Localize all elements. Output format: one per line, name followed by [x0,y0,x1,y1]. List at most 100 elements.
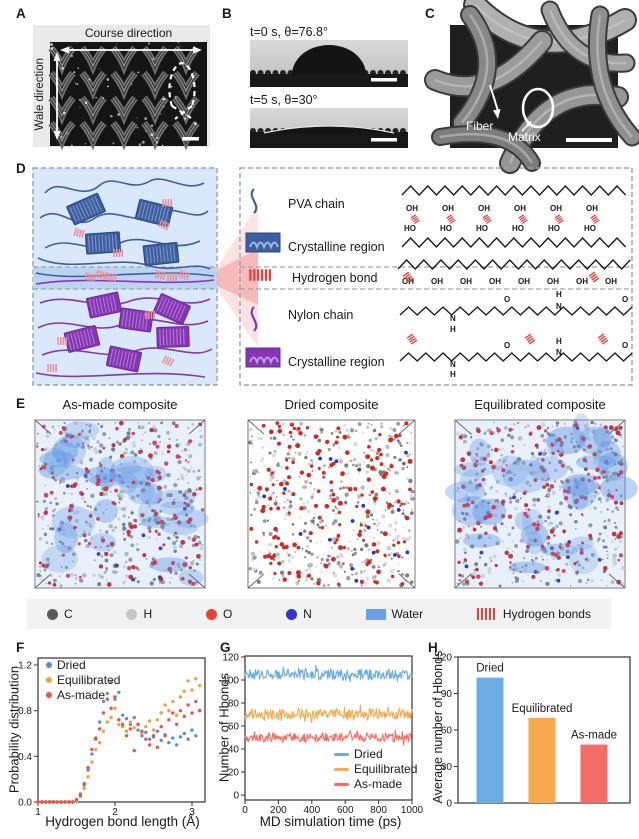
scale-bar [371,78,397,82]
water-droplet [292,45,366,75]
legend-dot-icon [46,662,52,668]
svg-text:OH: OH [576,277,588,286]
g-legend-item-as-made: As-made [334,777,417,791]
bar-equilibrated [528,717,556,803]
matrix-label: Matrix [508,130,541,144]
atom-legend: C H O N Water Hydrogen bonds [27,599,611,629]
svg-text:H: H [556,337,562,346]
line-chart-hbonds-time: 0 200 400 600 800 1000 0 20 40 60 80 100 120 [222,653,424,817]
droplet-photo-5s [250,108,408,148]
loop-outline [168,61,196,120]
legend-label: As-made [354,777,403,791]
knit-micrograph [48,41,207,151]
svg-text:HO: HO [512,224,524,233]
legend-nylon-chain: Nylon chain [288,308,354,322]
svg-text:120: 120 [222,653,239,664]
svg-text:30: 30 [441,762,453,773]
svg-text:40: 40 [228,745,240,756]
svg-text:OH: OH [460,277,472,286]
panel-label-d: D [16,161,26,176]
svg-text:0: 0 [233,791,239,802]
legend-dot-icon [46,692,52,698]
panel-label-a: A [16,6,26,21]
atom-legend-item-n: N [286,607,312,621]
atom-legend-item-hydrogen-bonds: Hydrogen bonds [476,607,591,621]
svg-text:200: 200 [270,805,287,816]
svg-text:2: 2 [112,807,118,818]
course-direction-label: Course direction [84,26,173,40]
scale-bar [566,138,612,142]
atom-legend-label: Hydrogen bonds [502,607,591,621]
bar-label: Dried [476,663,503,675]
e-title-dried: Dried composite [284,397,379,412]
g-ylabel: Number of Hbonds [216,672,232,783]
atom-legend-label: O [222,607,233,621]
atom-legend-label: Water [391,607,424,621]
svg-text:OH: OH [489,277,501,286]
atom-legend-item-c: C [47,607,73,621]
svg-text:HO: HO [548,224,560,233]
svg-text:90: 90 [441,689,453,700]
fiber-arrow [489,84,499,112]
atom-legend-label: C [64,607,73,621]
atom-legend-item-water: Water [365,607,424,621]
legend-label: Dried [57,658,86,672]
f-legend-item-equilibrated: Equilibrated [46,673,120,687]
g-legend: Dried Equilibrated As-made [334,747,417,791]
svg-text:OH: OH [518,277,530,286]
scale-bar [371,138,397,142]
svg-text:20: 20 [228,768,240,779]
atom-legend-label: N [303,607,312,621]
scatter-points-as-made [36,695,202,804]
svg-text:60: 60 [441,726,453,737]
legend-nylon-crystalline: Crystalline region [288,355,385,369]
legend-label: Equilibrated [57,673,121,687]
panel-label-b: B [222,6,232,21]
f-legend: Dried Equilibrated As-made [46,658,120,702]
svg-text:HO: HO [476,224,488,233]
g-legend-item-dried: Dried [334,747,417,761]
matrix-circle [521,87,555,129]
svg-text:OH: OH [550,204,562,213]
svg-text:H: H [556,290,562,299]
svg-text:400: 400 [303,805,320,816]
svg-text:OH: OH [478,204,490,213]
svg-text:60: 60 [228,722,240,733]
fiber-label: Fiber [466,119,494,133]
svg-text:1.2: 1.2 [18,661,32,672]
scale-bar [182,137,199,141]
water-swatch-icon [365,608,386,620]
scatter-chart-hbond-length: 1 2 3 0.0 0.4 0.8 1.2 [18,657,206,818]
svg-text:120: 120 [435,653,452,664]
svg-text:1000: 1000 [401,805,424,816]
md-simulation-boxes [34,412,638,589]
sem-photo [424,0,639,174]
f-legend-item-dried: Dried [46,658,120,672]
legend-label: As-made [57,688,106,702]
polymer-schematic: OHHOOHHOOHHOOHHOOHHOOHHOOHOHOHOHOHOHOHOH… [32,167,633,386]
svg-text:0.8: 0.8 [18,706,32,717]
atom-legend-label: H [143,607,153,621]
svg-text:N: N [556,348,562,357]
n-atom-icon [286,608,298,620]
panel-label-g: G [220,640,231,655]
svg-text:N: N [556,302,562,311]
panel-label-c: C [425,6,435,21]
svg-text:80: 80 [228,699,240,710]
trace-as-made [244,728,413,746]
svg-text:OH: OH [547,277,559,286]
svg-text:0.4: 0.4 [18,752,32,763]
svg-text:HO: HO [404,224,416,233]
trace-equilibrated [244,704,413,723]
legend-hydrogen-bond: Hydrogen bond [292,271,378,285]
legend-label: Equilibrated [354,762,418,776]
h-ylabel: Average number of Hbonds [431,650,445,804]
panel-label-h: H [428,640,438,655]
svg-text:O: O [504,295,510,304]
legend-pva-crystalline: Crystalline region [288,240,385,254]
svg-text:HO: HO [584,224,596,233]
svg-text:OH: OH [442,204,454,213]
bar-dried [476,677,504,803]
bar-as-made [580,744,608,803]
